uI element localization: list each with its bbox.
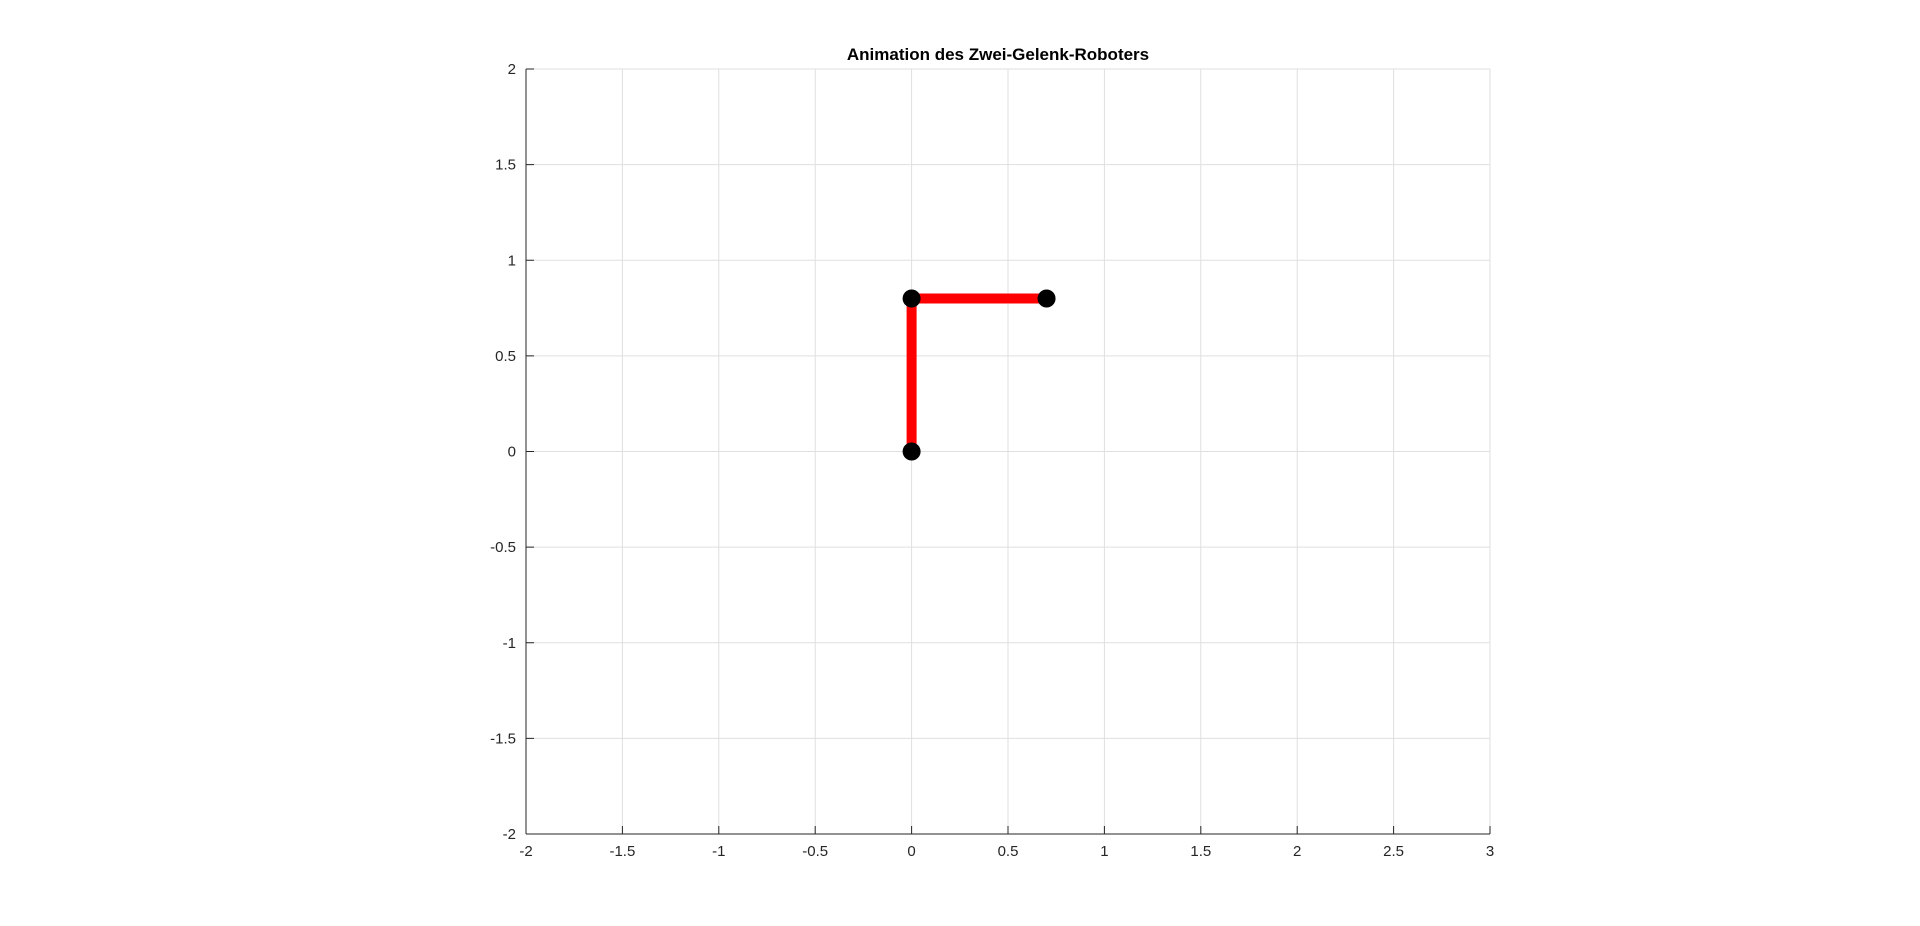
x-tick-label: 0.5 xyxy=(998,843,1019,860)
x-tick-label: 1.5 xyxy=(1190,843,1211,860)
grid xyxy=(525,68,1491,835)
y-tick-label: 1.5 xyxy=(495,157,516,174)
y-tick-label: 1 xyxy=(508,252,516,269)
chart-title: Animation des Zwei-Gelenk-Roboters xyxy=(847,45,1149,64)
y-tick-label: -2 xyxy=(503,826,516,843)
y-tick-label: 0 xyxy=(508,444,516,461)
ticks xyxy=(525,68,1491,835)
x-tick-label: -1 xyxy=(712,843,725,860)
x-tick-label: -0.5 xyxy=(802,843,828,860)
y-tick-label: 2 xyxy=(508,61,516,78)
robot-joint-3 xyxy=(1037,289,1056,308)
y-tick-label: 0.5 xyxy=(495,348,516,365)
x-tick-label: -1.5 xyxy=(609,843,635,860)
y-tick-label: -1.5 xyxy=(490,730,516,747)
x-tick-label: 1 xyxy=(1100,843,1108,860)
robot-joint-1 xyxy=(902,442,921,461)
y-tick-label: -1 xyxy=(503,635,516,652)
x-tick-label: 2.5 xyxy=(1383,843,1404,860)
robot-joint-2 xyxy=(902,289,921,308)
x-tick-label: -2 xyxy=(519,843,532,860)
x-tick-label: 3 xyxy=(1486,843,1494,860)
plot-series xyxy=(902,289,1056,461)
y-tick-label: -0.5 xyxy=(490,539,516,556)
x-tick-label: 0 xyxy=(907,843,915,860)
tick-labels: -2 -1.5 -1 -0.5 0 0.5 1 1.5 2 2.5 3 -2 -1.5 -1 -0.5 0 0.… xyxy=(490,61,1494,860)
x-tick-label: 2 xyxy=(1293,843,1301,860)
